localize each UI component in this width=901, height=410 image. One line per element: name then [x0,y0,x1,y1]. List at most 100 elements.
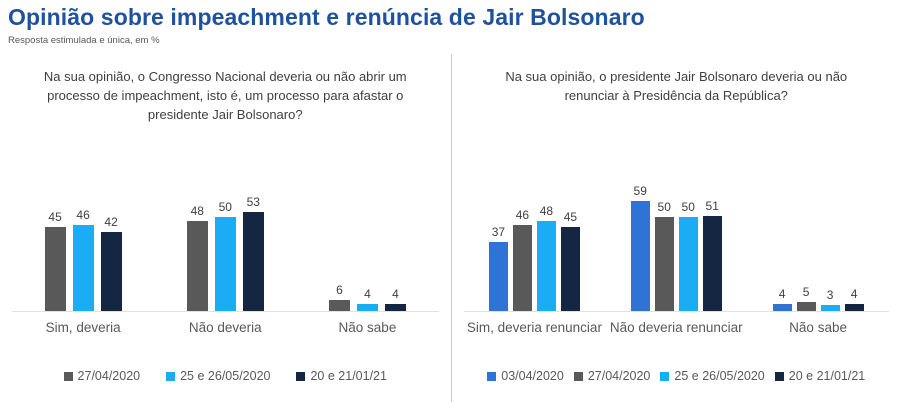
bar-with-label: 51 [702,199,722,311]
legend-label: 20 e 21/01/21 [788,369,866,383]
bar-with-label: 46 [72,208,94,311]
bar [214,217,236,311]
category-axis: Sim, deveria renunciar Não deveria renunc… [464,320,890,335]
bar [772,304,792,311]
bar-group: 37 46 48 45 [464,204,606,311]
bar-value-label: 46 [515,208,530,222]
bar [356,304,378,311]
bar [242,212,264,311]
bar-value-label: 48 [539,204,554,218]
bar-group: 6 4 4 [296,283,438,311]
bar-value-label: 42 [104,215,118,229]
legend-item: 25 e 26/05/2020 [660,369,765,383]
legend-label: 20 e 21/01/21 [310,369,387,383]
bar-group: 45 46 42 [12,208,154,311]
bar-value-label: 4 [778,287,786,301]
category-axis: Sim, deveria Não deveria Não sabe [12,320,439,335]
legend-swatch-icon [774,371,784,381]
bar-with-label: 45 [560,210,580,311]
bar [72,225,94,311]
legend-item: 03/04/2020 [487,369,564,383]
legend-swatch-icon [573,371,583,381]
legend-label: 27/04/2020 [77,369,141,383]
bar-value-label: 5 [802,285,810,299]
bar-value-label: 37 [491,225,506,239]
bar-with-label: 45 [44,210,66,311]
bar-plot: 45 46 42 48 50 53 6 4 4 [12,172,439,312]
bar [44,227,66,311]
legend-swatch-icon [166,371,176,381]
bar-with-label: 4 [772,287,792,311]
bar-with-label: 6 [328,283,350,311]
bar-value-label: 4 [850,287,858,301]
bar [512,225,532,311]
legend-swatch-icon [487,371,497,381]
bar-value-label: 50 [218,200,232,214]
bar-value-label: 59 [633,184,647,198]
bar-group: 4 5 3 4 [747,285,889,311]
chart-panel-renuncia: Na sua opinião, o presidente Jair Bolson… [450,54,901,402]
legend-item: 27/04/2020 [573,369,651,383]
legend-item: 20 e 21/01/21 [296,369,387,383]
legend-swatch-icon [660,371,670,381]
bar [384,304,406,311]
page-title: Opinião sobre impeachment e renúncia de … [8,4,645,30]
bar [536,221,556,311]
bar-with-label: 50 [678,200,698,311]
report-header: Opinião sobre impeachment e renúncia de … [0,0,901,46]
bar-with-label: 37 [488,225,508,311]
bar-value-label: 45 [563,210,578,224]
bar-value-label: 50 [657,200,671,214]
bar-with-label: 4 [384,287,406,311]
category-label: Não sabe [789,320,847,335]
category-label: Não sabe [338,320,397,335]
bar-value-label: 4 [364,287,371,301]
chart-legend: 27/04/2020 25 e 26/05/2020 20 e 21/01/21 [0,369,451,383]
bar-with-label: 46 [512,208,532,311]
legend-item: 20 e 21/01/21 [774,369,866,383]
bar-with-label: 5 [796,285,816,311]
bar [796,302,816,311]
bar [328,300,350,311]
category-label: Não deveria [188,320,262,335]
bar-value-label: 51 [705,199,719,213]
bar-value-label: 50 [681,200,695,214]
bar-value-label: 46 [76,208,90,222]
bar [488,242,508,311]
bar-value-label: 6 [336,283,343,297]
bar [630,201,650,311]
category-label: Sim, deveria [45,320,121,335]
category-label: Sim, deveria renunciar [466,320,602,335]
bar-group: 59 50 50 51 [605,184,747,311]
bar-value-label: 53 [246,195,260,209]
legend-swatch-icon [63,371,73,381]
bar [844,304,864,311]
chart-panel-impeachment: Na sua opinião, o Congresso Nacional dev… [0,54,451,402]
bar-with-label: 59 [630,184,650,311]
bar [654,217,674,311]
bar-with-label: 42 [100,215,122,311]
bar [186,221,208,311]
bar-value-label: 45 [48,210,62,224]
bar [560,227,580,311]
bar-with-label: 3 [820,288,840,311]
bar-with-label: 4 [356,287,378,311]
chart-question: Na sua opinião, o Congresso Nacional dev… [43,69,407,122]
chart-question: Na sua opinião, o presidente Jair Bolson… [505,69,848,103]
legend-swatch-icon [296,371,306,381]
bar [678,217,698,311]
bar-with-label: 53 [242,195,264,311]
bar-plot: 37 46 48 45 59 50 50 51 4 5 3 4 [463,172,889,312]
legend-item: 25 e 26/05/2020 [166,369,270,383]
bar [702,216,722,311]
legend-label: 27/04/2020 [587,369,651,383]
bar-group: 48 50 53 [154,195,296,311]
legend-label: 25 e 26/05/2020 [180,369,271,383]
bar [820,305,840,311]
bar-with-label: 48 [536,204,556,311]
legend-label: 25 e 26/05/2020 [674,369,765,383]
chart-legend: 03/04/2020 27/04/2020 25 e 26/05/2020 20 e … [452,369,901,383]
page-subtitle: Resposta estimulada e única, em % [8,35,160,46]
bar-with-label: 50 [654,200,674,311]
